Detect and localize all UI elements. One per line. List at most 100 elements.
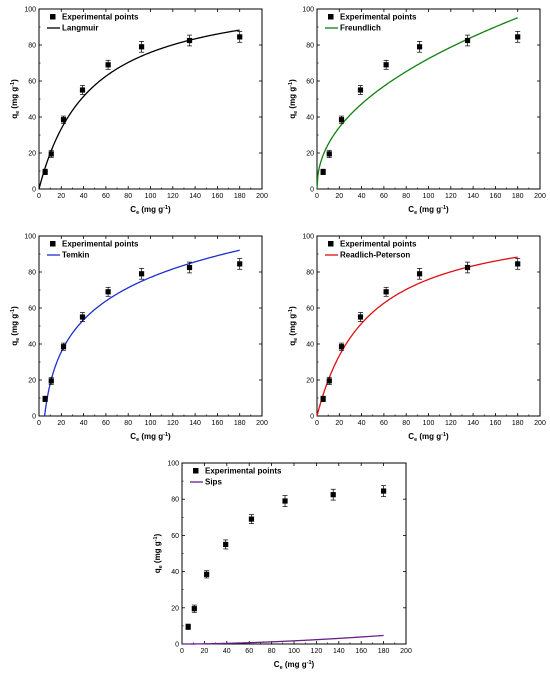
x-tick-label: 100: [145, 420, 157, 427]
x-tick-label: 0: [315, 420, 319, 427]
x-tick-label: 140: [467, 420, 479, 427]
data-point: [138, 44, 145, 50]
x-tick-label: 0: [315, 193, 319, 200]
x-tick-label: 20: [335, 193, 343, 200]
data-point: [60, 344, 67, 350]
x-tick-label: 20: [335, 420, 343, 427]
y-tick-label: 0: [32, 187, 36, 194]
plot-frame: [38, 235, 263, 417]
fit-curve-temkin: [43, 249, 240, 417]
x-tick-label: 80: [268, 648, 276, 655]
x-tick-label: 160: [212, 420, 224, 427]
y-tick-label: 40: [171, 569, 179, 576]
y-axis-label: qe (mg g-1): [288, 79, 299, 119]
x-axis-label: Ce (mg g-1): [130, 205, 171, 216]
data-point: [48, 378, 54, 384]
plot-frame: [38, 8, 263, 190]
legend-label-points: Experimental points: [62, 240, 139, 249]
x-tick-label: 120: [167, 420, 179, 427]
y-tick-label: 40: [306, 342, 314, 349]
x-tick-label: 160: [212, 193, 224, 200]
data-point: [42, 396, 48, 402]
data-point: [105, 289, 111, 295]
y-tick-label: 100: [302, 234, 314, 241]
x-tick-label: 180: [234, 420, 246, 427]
data-point: [381, 488, 387, 494]
legend-marker-points: [50, 241, 56, 247]
data-point: [60, 117, 67, 123]
data-point: [515, 34, 521, 40]
legend-label-points: Experimental points: [340, 240, 417, 249]
y-axis-label: qe (mg g-1): [10, 306, 21, 346]
x-tick-label: 120: [311, 648, 323, 655]
x-tick-label: 180: [378, 648, 390, 655]
y-tick-label: 80: [171, 497, 179, 504]
data-point: [186, 264, 193, 271]
x-axis-label: Ce (mg g-1): [274, 660, 315, 671]
y-tick-label: 20: [28, 378, 36, 385]
y-tick-label: 0: [310, 187, 314, 194]
x-tick-label: 120: [445, 193, 457, 200]
x-tick-label: 160: [490, 420, 502, 427]
plot-frame: [316, 235, 541, 417]
chart-panel-top-left: 0 20 40 60 80 100 120 140 160 180 200 0 20 40 60 80 100 C…: [10, 7, 268, 217]
x-tick-label: 60: [380, 193, 388, 200]
x-tick-label: 20: [57, 420, 65, 427]
y-tick-label: 80: [306, 43, 314, 50]
x-tick-label: 180: [234, 193, 246, 200]
x-tick-label: 60: [102, 420, 110, 427]
data-point: [48, 151, 54, 157]
data-point: [464, 264, 471, 271]
chart-panel-bottom-center: 0 20 40 60 80 100 120 140 160 180 200 0 20 40 60 80 100 C…: [153, 461, 412, 672]
y-tick-label: 100: [24, 234, 36, 241]
y-tick-label: 60: [306, 79, 314, 86]
y-tick-label: 100: [167, 461, 179, 468]
y-tick-label: 40: [28, 115, 36, 122]
x-axis-label: Ce (mg g-1): [130, 432, 171, 443]
data-point: [105, 62, 111, 68]
data-point: [248, 516, 255, 522]
x-axis-label: Ce (mg g-1): [408, 205, 449, 216]
data-point: [330, 492, 336, 498]
y-tick-label: 20: [306, 151, 314, 158]
y-axis-label: qe (mg g-1): [153, 533, 164, 573]
x-tick-label: 80: [124, 420, 132, 427]
x-tick-label: 80: [402, 420, 410, 427]
data-point: [338, 117, 345, 123]
fit-curve-langmuir: [38, 29, 240, 190]
legend-label-fit: Freundlich: [340, 24, 381, 33]
y-tick-label: 80: [306, 270, 314, 277]
plot-frame: [181, 462, 407, 645]
data-point: [416, 44, 423, 50]
y-tick-label: 20: [171, 605, 179, 612]
x-tick-label: 140: [189, 420, 201, 427]
x-tick-label: 120: [445, 420, 457, 427]
x-tick-label: 80: [124, 193, 132, 200]
legend-marker-points: [193, 468, 199, 474]
fit-curve-langmuir: [316, 256, 518, 417]
x-tick-label: 80: [402, 193, 410, 200]
x-tick-label: 40: [223, 648, 231, 655]
x-tick-label: 0: [37, 193, 41, 200]
x-axis-label: Ce (mg g-1): [408, 432, 449, 443]
data-point: [383, 289, 389, 295]
x-tick-label: 0: [180, 648, 184, 655]
data-point: [185, 624, 191, 630]
y-tick-label: 80: [28, 270, 36, 277]
legend-label-points: Experimental points: [205, 467, 282, 476]
data-point: [191, 606, 197, 612]
y-tick-label: 20: [306, 378, 314, 385]
plot-frame: [316, 8, 541, 190]
x-tick-label: 60: [102, 193, 110, 200]
legend-marker-points: [50, 14, 56, 20]
x-tick-label: 200: [534, 420, 546, 427]
data-point: [357, 87, 364, 93]
x-tick-label: 20: [201, 648, 209, 655]
x-tick-label: 200: [534, 193, 546, 200]
y-axis-label: qe (mg g-1): [288, 306, 299, 346]
x-tick-label: 140: [189, 193, 201, 200]
x-tick-label: 40: [358, 193, 366, 200]
data-point: [138, 271, 145, 277]
x-tick-label: 40: [358, 420, 366, 427]
